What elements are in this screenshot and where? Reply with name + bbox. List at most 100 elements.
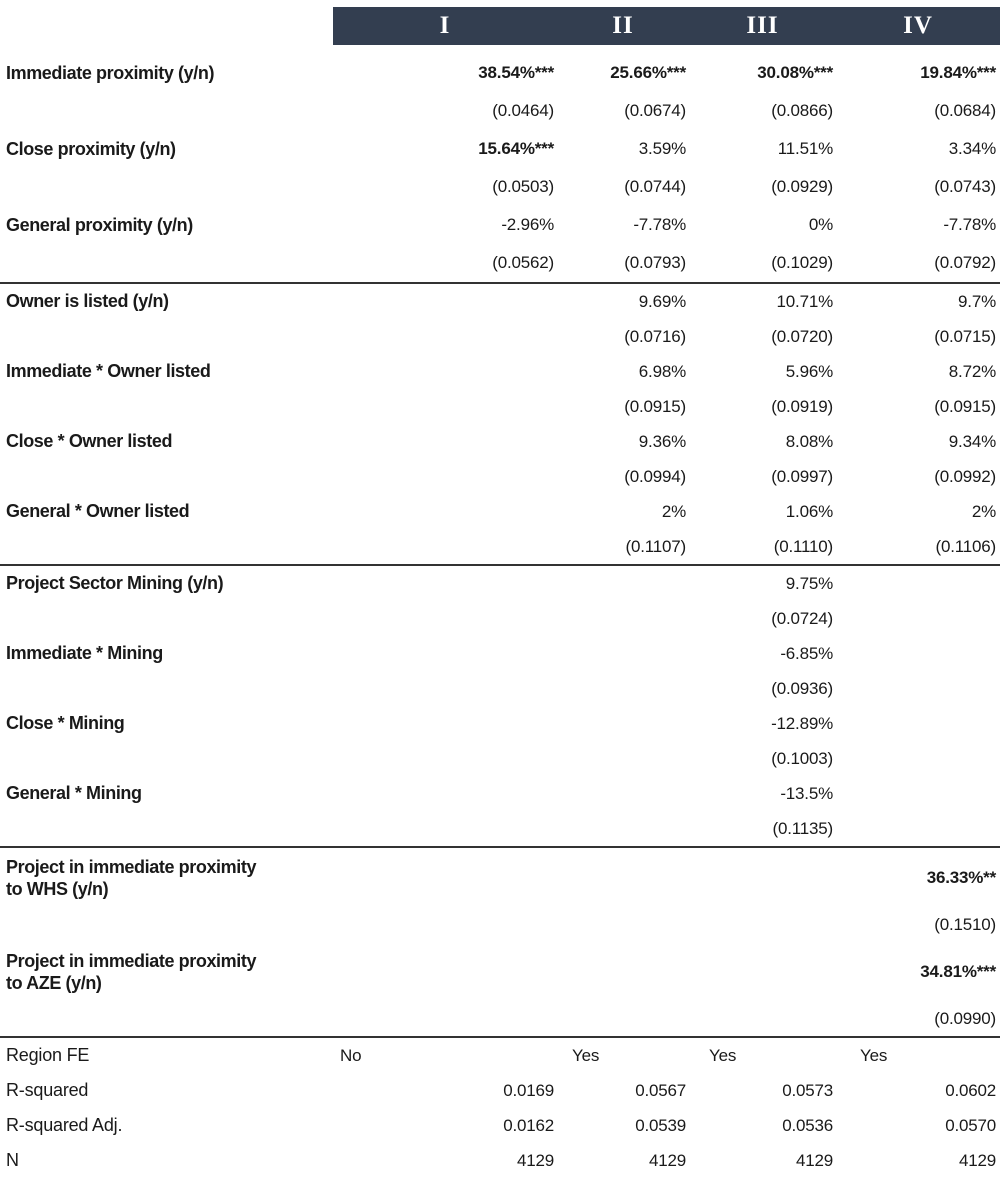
coefficient-row: General * Owner listed 2% 1.06% 2% xyxy=(0,494,1000,529)
section-rule xyxy=(0,846,1000,848)
coefficient-row: General proximity (y/n) -2.96% -7.78% 0% -7.… xyxy=(0,206,1000,244)
standard-error: (0.0715) xyxy=(934,326,996,346)
coefficient-value: -7.78% xyxy=(943,215,996,234)
standard-error: (0.1003) xyxy=(771,748,833,768)
standard-error: (0.1510) xyxy=(934,915,996,934)
coefficient-value: 30.08%*** xyxy=(757,63,833,82)
row-label: Owner is listed (y/n) xyxy=(6,291,169,312)
coefficient-value: 9.36% xyxy=(638,431,686,451)
coefficient-value: 38.54%*** xyxy=(478,63,554,82)
standard-error-row: (0.0915) (0.0919) (0.0915) xyxy=(0,389,1000,424)
column-header-2: II xyxy=(612,12,634,39)
coefficient-row: General * Mining -13.5% xyxy=(0,776,1000,811)
row-label: Project Sector Mining (y/n) xyxy=(6,573,224,594)
row-label: Immediate * Owner listed xyxy=(6,361,211,382)
standard-error: (0.0992) xyxy=(934,466,996,486)
coefficient-value: 0% xyxy=(808,215,833,234)
coefficient-value: -2.96% xyxy=(501,215,554,234)
standard-error-row: (0.1135) xyxy=(0,811,1000,846)
table-header: I II III IV xyxy=(0,7,1000,45)
coefficient-value: 8.72% xyxy=(948,361,996,381)
row-label: Close proximity (y/n) xyxy=(6,138,176,159)
coefficient-value: 3.34% xyxy=(948,139,996,158)
summary-label: N xyxy=(6,1150,19,1171)
standard-error: (0.0994) xyxy=(624,466,686,486)
standard-error: (0.0929) xyxy=(771,177,833,196)
standard-error: (0.1135) xyxy=(772,818,834,838)
row-label: Close * Owner listed xyxy=(6,431,173,452)
column-header-4: IV xyxy=(903,12,933,39)
standard-error: (0.0793) xyxy=(624,253,686,272)
summary-row: R-squared Adj. 0.0162 0.0539 0.0536 0.0570 xyxy=(0,1108,1000,1143)
row-label: Immediate proximity (y/n) xyxy=(6,62,215,83)
standard-error: (0.0997) xyxy=(771,466,833,486)
coefficient-row: Immediate * Owner listed 6.98% 5.96% 8.72% xyxy=(0,354,1000,389)
standard-error: (0.0936) xyxy=(771,678,833,698)
summary-value: 4129 xyxy=(795,1150,833,1170)
summary-value: 4129 xyxy=(648,1150,686,1170)
coefficient-value: 3.59% xyxy=(638,139,686,158)
coefficient-value: 2% xyxy=(661,501,686,521)
column-header-bar: I II III IV xyxy=(333,7,1000,45)
coefficient-value: -6.85% xyxy=(780,643,833,663)
coefficient-value: 9.7% xyxy=(958,291,996,311)
standard-error: (0.0792) xyxy=(934,253,996,272)
summary-value: Yes xyxy=(860,1045,888,1065)
standard-error: (0.0674) xyxy=(624,101,686,120)
column-header-1: I xyxy=(439,12,451,39)
standard-error: (0.0716) xyxy=(624,326,686,346)
standard-error-row: (0.1003) xyxy=(0,741,1000,776)
summary-value: 0.0536 xyxy=(782,1115,833,1135)
summary-value: 4129 xyxy=(958,1150,996,1170)
coefficient-value: 9.34% xyxy=(948,431,996,451)
summary-value: 4129 xyxy=(516,1150,554,1170)
row-label: General * Owner listed xyxy=(6,501,190,522)
standard-error: (0.0720) xyxy=(771,326,833,346)
coefficient-value: 5.96% xyxy=(785,361,833,381)
standard-error: (0.1106) xyxy=(935,536,997,556)
section-rule xyxy=(0,1036,1000,1038)
column-header-3: III xyxy=(746,12,779,39)
summary-value: 0.0169 xyxy=(503,1080,554,1100)
summary-value: 0.0567 xyxy=(635,1080,686,1100)
coefficient-value: 34.81%*** xyxy=(920,962,996,981)
coefficient-value: 8.08% xyxy=(785,431,833,451)
standard-error: (0.0990) xyxy=(934,1009,996,1028)
coefficient-value: 1.06% xyxy=(785,501,833,521)
standard-error: (0.0744) xyxy=(624,177,686,196)
summary-value: 0.0573 xyxy=(782,1080,833,1100)
coefficient-value: 9.69% xyxy=(638,291,686,311)
summary-value: No xyxy=(340,1045,362,1065)
coefficient-value: 2% xyxy=(971,501,996,521)
coefficient-row: Project Sector Mining (y/n) 9.75% xyxy=(0,566,1000,601)
summary-label: R-squared xyxy=(6,1080,89,1101)
section-rule xyxy=(0,282,1000,284)
row-label: General proximity (y/n) xyxy=(6,214,193,235)
standard-error-row: (0.0994) (0.0997) (0.0992) xyxy=(0,459,1000,494)
summary-value: 0.0162 xyxy=(503,1115,554,1135)
row-label: Close * Mining xyxy=(6,713,125,734)
coefficient-value: 10.71% xyxy=(776,291,834,311)
coefficient-value: 36.33%** xyxy=(926,868,996,887)
standard-error: (0.0743) xyxy=(934,177,996,196)
summary-label: R-squared Adj. xyxy=(6,1115,123,1136)
standard-error-row: (0.1510) xyxy=(0,908,1000,942)
coefficient-row: Immediate * Mining -6.85% xyxy=(0,636,1000,671)
standard-error: (0.0915) xyxy=(934,396,996,416)
standard-error: (0.1110) xyxy=(773,536,833,556)
standard-error: (0.0503) xyxy=(492,177,554,196)
row-label: Immediate * Mining xyxy=(6,643,163,664)
standard-error-row: (0.0503) (0.0744) (0.0929) (0.0743) xyxy=(0,168,1000,206)
coefficient-row: Project in immediate proximity to WHS (y… xyxy=(0,848,1000,908)
summary-row: R-squared 0.0169 0.0567 0.0573 0.0602 xyxy=(0,1073,1000,1108)
coefficient-value: 25.66%*** xyxy=(610,63,686,82)
coefficient-value: 9.75% xyxy=(785,573,833,593)
summary-row: N 4129 4129 4129 4129 xyxy=(0,1143,1000,1178)
standard-error: (0.0866) xyxy=(771,101,833,120)
summary-value: 0.0570 xyxy=(945,1115,996,1135)
summary-value: 0.0539 xyxy=(635,1115,686,1135)
coefficient-value: 6.98% xyxy=(638,361,686,381)
table-body: Immediate proximity (y/n) 38.54%*** 25.66%… xyxy=(0,54,1000,1178)
coefficient-value: -7.78% xyxy=(633,215,686,234)
coefficient-value: -13.5% xyxy=(780,783,833,803)
